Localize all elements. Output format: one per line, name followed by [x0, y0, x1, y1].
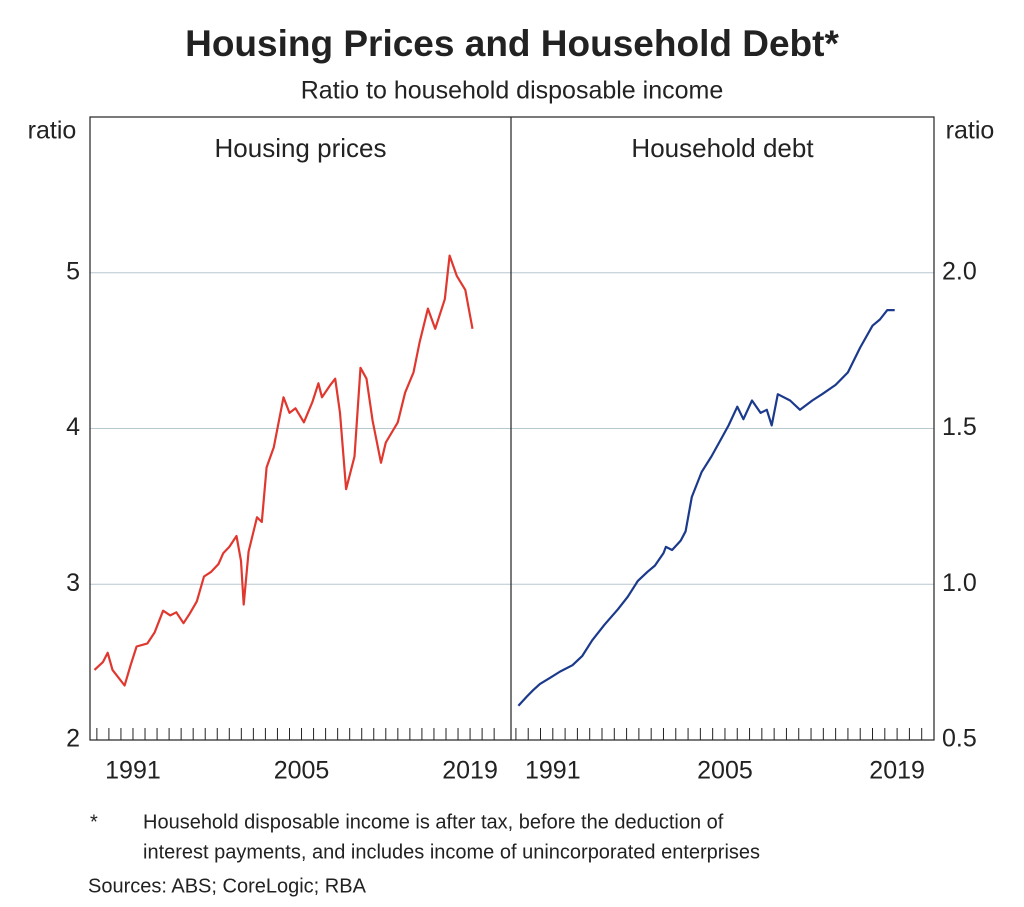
x-tick-label: 1991 [525, 757, 581, 785]
sources: Sources: ABS; CoreLogic; RBA [88, 875, 367, 897]
panel-title: Household debt [631, 133, 814, 163]
chart-subtitle: Ratio to household disposable income [301, 77, 724, 105]
data-line [93, 254, 474, 687]
plot-frame [89, 116, 935, 741]
y-tick-label: 0.5 [942, 725, 977, 753]
y-tick-label: 1.0 [942, 569, 977, 597]
footnote-line: interest payments, and includes income o… [143, 841, 760, 863]
y-tick-label: 3 [66, 569, 80, 597]
data-line [517, 309, 895, 707]
x-tick-label: 2019 [869, 757, 925, 785]
y-tick-label: 1.5 [942, 413, 977, 441]
x-tick-label: 1991 [105, 757, 161, 785]
y-tick-label: 5 [66, 257, 80, 285]
footnote-marker: * [90, 811, 98, 833]
y-axis-label: ratio [946, 117, 995, 145]
y-axis-label: ratio [28, 117, 77, 145]
x-tick-label: 2005 [274, 757, 330, 785]
panel-title: Housing prices [215, 133, 387, 163]
footnote-line: Household disposable income is after tax… [143, 811, 724, 833]
x-tick-label: 2005 [697, 757, 753, 785]
y-tick-label: 4 [66, 413, 80, 441]
y-tick-label: 2 [66, 725, 80, 753]
y-tick-label: 2.0 [942, 257, 977, 285]
x-tick-label: 2019 [442, 757, 498, 785]
chart-title: Housing Prices and Household Debt* [185, 23, 839, 64]
